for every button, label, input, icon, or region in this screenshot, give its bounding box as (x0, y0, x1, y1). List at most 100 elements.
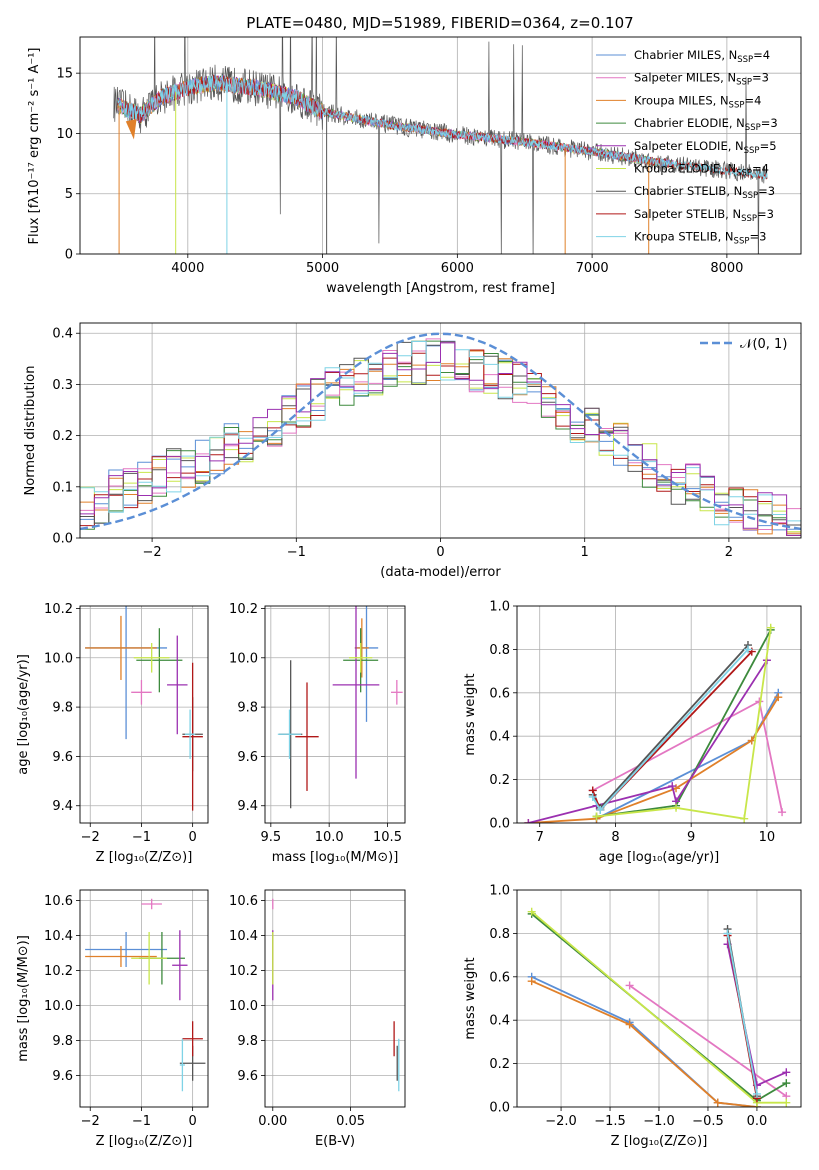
plot-area-residuals (80, 323, 801, 538)
weight-marker-kroupa-stelib (752, 1089, 761, 1098)
weight-marker-kroupa-elodie (592, 812, 601, 821)
legend-subscript: SSP (736, 169, 752, 179)
plot-area-weight-vs-Z (517, 890, 801, 1107)
legend-entry-chabrier-miles: Chabrier MILES, NSSP=4 (634, 48, 770, 65)
y-axis-label: mass [log₁₀(M/M⊙)] (16, 935, 31, 1062)
weight-line-salpeter-miles (629, 984, 787, 1097)
weight-marker-kroupa-miles (527, 977, 536, 986)
y-tick-label: 9.6 (237, 1069, 258, 1084)
y-tick-label: 9.8 (237, 701, 258, 716)
legend-suffix: =4 (744, 93, 761, 107)
axes-weight-vs-Z: −2.0 −1.5 −1.0 −0.5 0.0 0.0 0.2 0.4 0.6 0.8 1.0 Z [… (463, 884, 802, 1149)
x-tick-label: 9.5 (260, 830, 281, 845)
weight-marker-kroupa-stelib (588, 792, 597, 801)
y-axis-label: mass weight (463, 673, 478, 755)
weight-marker-kroupa-stelib (743, 645, 752, 654)
x-tick-label: 0 (188, 1114, 196, 1129)
plot-area-weight-vs-age (517, 606, 801, 823)
plot-area-mass-vs-ebv (265, 890, 405, 1107)
x-tick-label: 10.0 (315, 830, 344, 845)
axes-age-vs-Z: −2 −1 0 9.4 9.6 9.8 10.0 10.2 Z [log₁₀(Z/Z⊙)] age… (16, 602, 209, 865)
x-tick-label: 0.05 (336, 1114, 365, 1129)
x-tick-label: −0.5 (692, 1114, 724, 1129)
legend-suffix: =4 (753, 48, 770, 62)
chart-title: PLATE=0480, MJD=51989, FIBERID=0364, z=0… (246, 14, 633, 32)
legend-subscript: SSP (745, 123, 761, 133)
y-tick-label: 9.8 (237, 1034, 258, 1049)
legend-subscript: SSP (744, 146, 760, 156)
y-tick-label: 10.2 (44, 964, 73, 979)
x-tick-label: −2.0 (545, 1114, 577, 1129)
y-tick-label: 9.4 (52, 799, 73, 814)
axes-frame (516, 605, 802, 824)
weight-line-kroupa-miles (528, 696, 780, 823)
errorbar-salpeter-stelib (295, 682, 319, 791)
errorbar-salpeter-miles (391, 679, 403, 705)
x-tick-label: 6000 (441, 261, 474, 276)
weight-marker-kroupa-elodie (766, 623, 775, 632)
legend-entry-salpeter-elodie: Salpeter ELODIE, NSSP=5 (634, 139, 777, 156)
weight-marker-kroupa-miles (713, 1098, 722, 1107)
weight-marker-salpeter-elodie (524, 819, 533, 823)
legend-subscript: SSP (741, 214, 757, 224)
errorbar-salpeter-stelib (182, 662, 203, 811)
x-axis-label: Z [log₁₀(Z/Z⊙)] (96, 850, 193, 865)
y-tick-label: 0.8 (489, 927, 510, 942)
legend-suffix: =5 (760, 139, 777, 153)
legend-suffix: =3 (757, 207, 774, 221)
y-tick-label: 0.4 (489, 1014, 510, 1029)
errorbar-kroupa-stelib (179, 1038, 185, 1092)
x-tick-label: 10.5 (373, 830, 402, 845)
axes-mass-vs-Z: −2 −1 0 9.6 9.8 10.0 10.2 10.4 10.6 Z [log₁₀(Z/Z⊙… (16, 889, 209, 1149)
y-tick-label: 10.0 (44, 651, 73, 666)
legend-suffix: =3 (761, 116, 778, 130)
hist-line-salpeter-elodie (80, 342, 801, 536)
x-tick-label: −1 (132, 1114, 151, 1129)
x-tick-label: 7000 (576, 261, 609, 276)
axes-frame (79, 322, 802, 539)
errorbar-kroupa-miles (85, 615, 157, 680)
y-tick-label: 0.6 (489, 686, 510, 701)
weight-marker-kroupa-elodie (782, 1098, 791, 1107)
y-tick-label: 0.0 (489, 1101, 510, 1116)
y-tick-label: 10.0 (229, 999, 258, 1014)
x-tick-label: −2 (143, 545, 162, 560)
legend-entry-salpeter-miles: Salpeter MILES, NSSP=3 (634, 71, 769, 88)
plot-area-age-vs-Z (80, 606, 208, 823)
y-tick-label: 0.4 (489, 730, 510, 745)
errorbar-kroupa-elodie (133, 642, 170, 673)
x-tick-label: 0 (436, 545, 444, 560)
errorbar-chabrier-elodie (136, 628, 183, 693)
weight-marker-salpeter-miles (778, 808, 787, 817)
y-tick-label: 9.8 (52, 701, 73, 716)
hist-line-salpeter-miles (80, 338, 801, 531)
axes-mass-vs-ebv: 0.00 0.05 9.6 9.8 10.0 10.2 10.4 10.6 E(B-V) (229, 889, 406, 1149)
errorbar-salpeter-elodie (167, 635, 188, 735)
axes-frame (79, 36, 802, 255)
weight-marker-kroupa-elodie (740, 814, 749, 823)
weight-line-kroupa-stelib (726, 933, 758, 1095)
y-tick-label: 0.0 (489, 817, 510, 832)
x-tick-label: 10 (759, 830, 776, 845)
x-tick-label: 5000 (306, 261, 339, 276)
y-tick-label: 10.2 (229, 602, 258, 617)
x-axis-label: Z [log₁₀(Z/Z⊙)] (611, 1134, 708, 1149)
y-tick-label: 0.3 (52, 378, 73, 393)
weight-marker-kroupa-stelib (723, 929, 732, 938)
errorbar-kroupa-elodie (131, 932, 168, 985)
plot-area-spectrum (80, 37, 801, 254)
errorbar-kroupa-miles (354, 618, 369, 678)
y-tick-label: 0.2 (52, 429, 73, 444)
axes-spectrum: 4000 5000 6000 7000 8000 0 5 10 15 wavelength [An… (27, 36, 802, 296)
x-axis-label: E(B-V) (315, 1134, 355, 1149)
errorbar-kroupa-stelib (184, 709, 196, 759)
y-axis-label: Flux [fλ10⁻¹⁷ erg cm⁻² s⁻¹ A⁻¹] (27, 48, 42, 245)
y-tick-label: 0.6 (489, 970, 510, 985)
y-tick-label: 1.0 (489, 884, 510, 899)
axes-frame (516, 889, 802, 1108)
y-tick-label: 9.8 (52, 1034, 73, 1049)
y-tick-label: 10 (56, 127, 73, 142)
axes-residuals: −2 −1 0 1 2 0.0 0.1 0.2 0.3 0.4 (data-model)/error… (23, 322, 802, 580)
errorbar-chabrier-miles (85, 932, 168, 967)
